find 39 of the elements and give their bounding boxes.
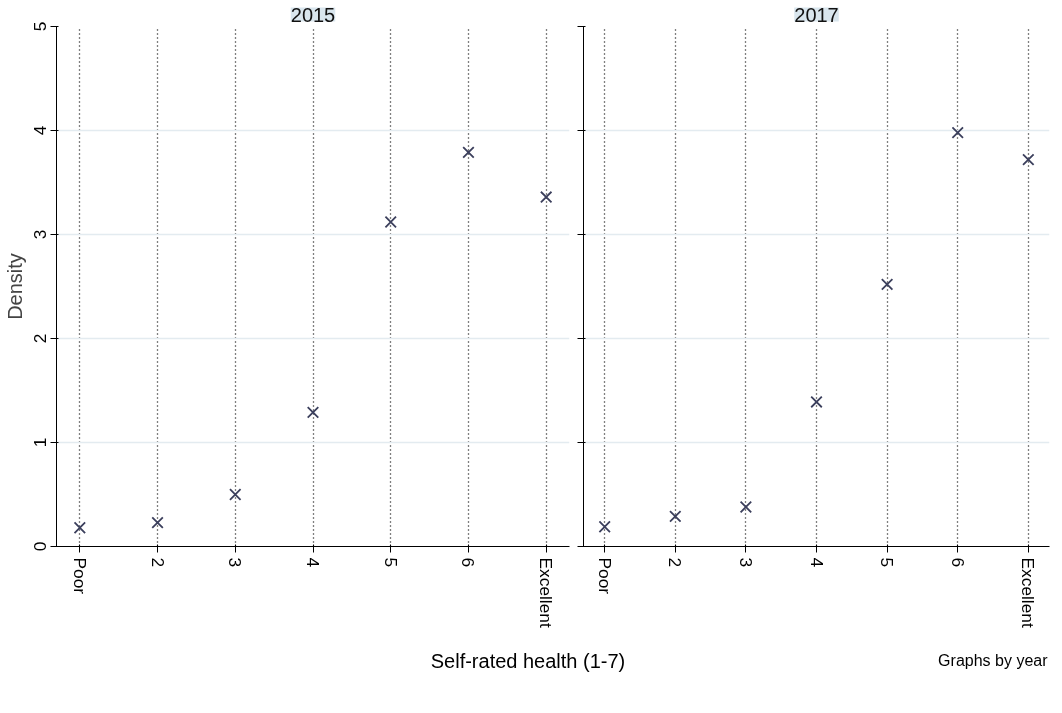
x-tick-label: 4 bbox=[806, 557, 827, 568]
point bbox=[73, 521, 87, 534]
point bbox=[669, 510, 682, 523]
x-tick-label: 2 bbox=[665, 557, 686, 568]
y-tick-label: 1 bbox=[29, 437, 50, 448]
y-tick-label: 4 bbox=[29, 125, 50, 136]
point bbox=[539, 190, 553, 204]
x-tick-label: Excellent bbox=[1018, 557, 1039, 628]
point bbox=[1022, 153, 1035, 166]
x-tick-label: Poor bbox=[594, 557, 615, 595]
x-tick-label: 3 bbox=[735, 557, 756, 568]
point bbox=[880, 278, 894, 291]
point bbox=[462, 146, 475, 159]
x-axis-title: Self-rated health (1-7) bbox=[430, 649, 626, 672]
point bbox=[151, 516, 164, 529]
text: Graphs by year bbox=[938, 652, 1049, 669]
x-tick-label: 6 bbox=[947, 557, 968, 568]
point bbox=[739, 500, 753, 514]
point bbox=[384, 215, 397, 229]
x-tick-label: Poor bbox=[69, 557, 90, 595]
x-tick-label: 5 bbox=[380, 557, 401, 568]
chart-title: 2015 bbox=[290, 3, 336, 26]
point bbox=[810, 395, 823, 409]
point bbox=[598, 520, 611, 533]
x-tick-label: 4 bbox=[303, 557, 323, 568]
point bbox=[306, 406, 320, 419]
y-axis-title: Density bbox=[3, 253, 26, 320]
x-tick-label: 5 bbox=[877, 557, 898, 568]
point bbox=[951, 126, 964, 139]
y-tick-label: 0 bbox=[29, 541, 50, 552]
x-tick-label: Excellent bbox=[536, 557, 557, 628]
x-tick-label: 6 bbox=[458, 557, 479, 568]
chart-title: 2017 bbox=[794, 3, 839, 26]
point bbox=[229, 488, 242, 501]
x-tick-label: 2 bbox=[147, 557, 168, 568]
x-tick-label: 3 bbox=[225, 557, 246, 568]
y-tick-label: 2 bbox=[29, 333, 50, 344]
y-tick-label: 5 bbox=[29, 21, 50, 32]
y-tick-label: 3 bbox=[29, 229, 50, 240]
